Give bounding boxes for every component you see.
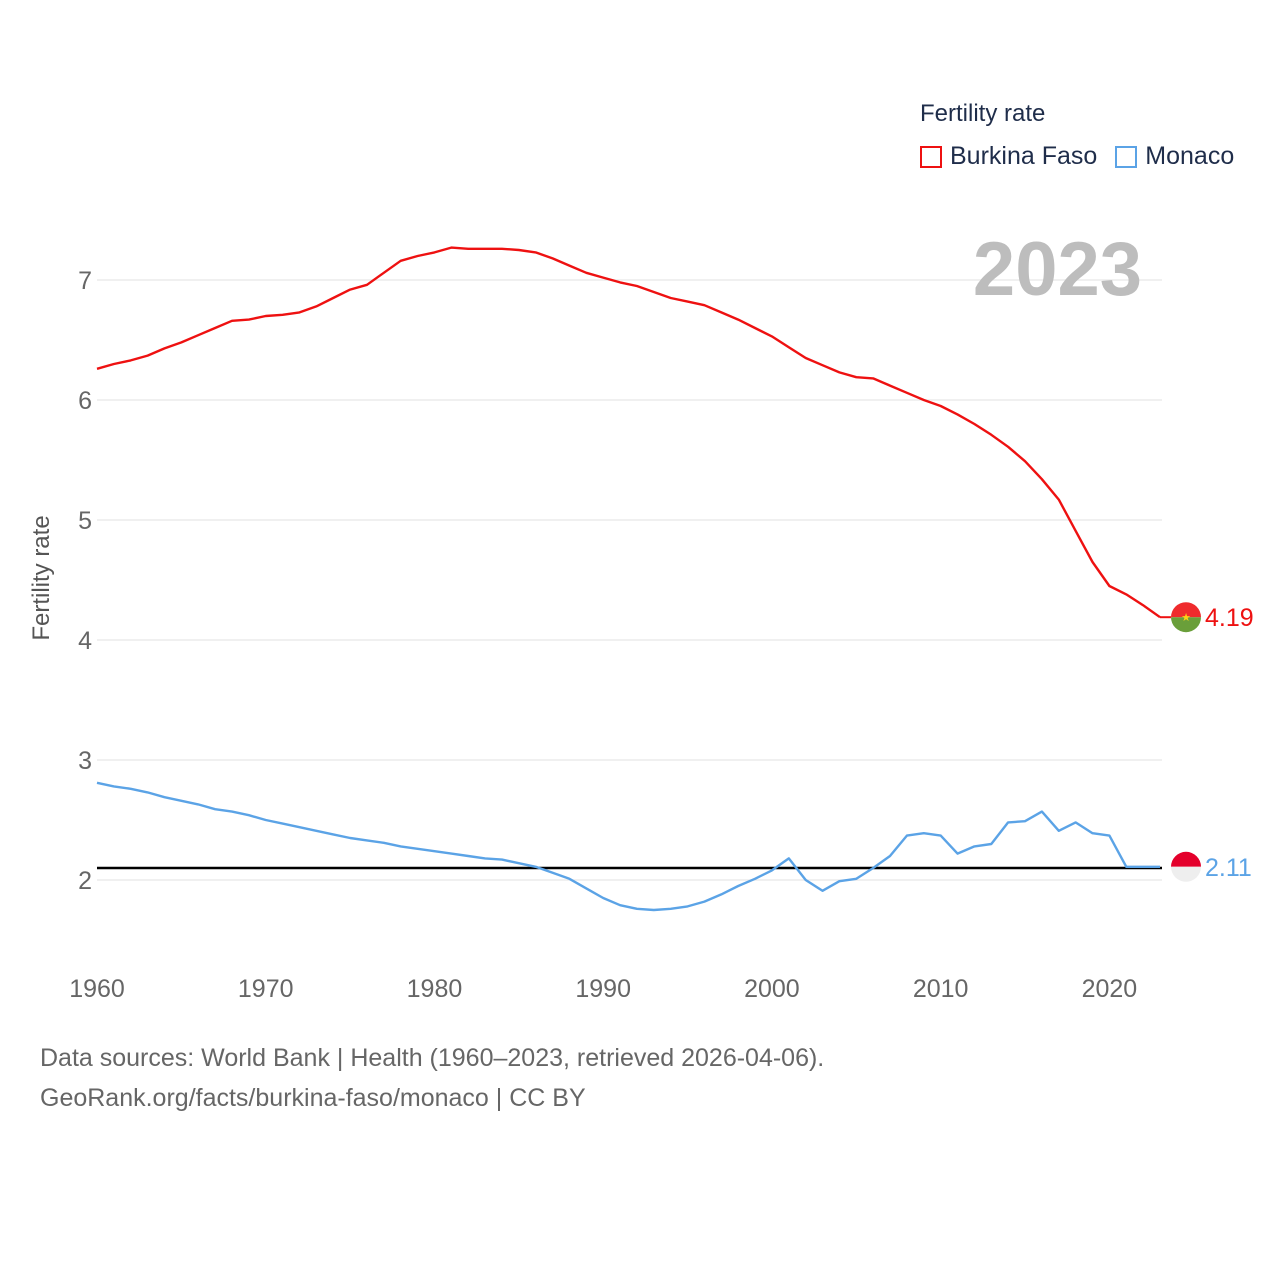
footer-sources: Data sources: World Bank | Health (1960–… (40, 1044, 825, 1072)
y-tick-label: 7 (78, 267, 92, 295)
x-tick-labels: 1960 1970 1980 1990 2000 2010 2020 (69, 975, 1137, 1003)
y-tick-labels: 2 3 4 5 6 7 (78, 267, 92, 895)
end-label-monaco: 2.11 (1205, 854, 1252, 882)
legend-label-monaco: Monaco (1145, 142, 1235, 170)
x-tick-label: 2000 (744, 975, 800, 1003)
y-tick-label: 3 (78, 747, 92, 775)
monaco-flag-icon (1171, 851, 1201, 882)
x-tick-label: 2020 (1082, 975, 1138, 1003)
y-tick-label: 2 (78, 867, 92, 895)
series-lines (96, 246, 1162, 912)
year-label: 2023 (972, 227, 1142, 312)
legend: Burkina Faso Monaco (920, 142, 1252, 171)
legend-swatch-burkina-faso (920, 145, 942, 168)
legend-label-burkina-faso: Burkina Faso (950, 142, 1098, 170)
footer-link[interactable]: GeoRank.org/facts/burkina-faso/monaco | … (40, 1084, 586, 1112)
series-line-monaco (96, 781, 1160, 912)
end-markers: ★ 4.19 2.11 (1160, 602, 1254, 882)
legend-item-monaco[interactable]: Monaco (1115, 142, 1234, 171)
x-tick-label: 1980 (407, 975, 463, 1003)
y-axis-title: Fertility rate (28, 515, 55, 641)
x-tick-label: 1990 (575, 975, 631, 1003)
y-tick-label: 6 (78, 387, 92, 415)
svg-text:★: ★ (1181, 612, 1191, 624)
y-tick-label: 5 (78, 507, 92, 535)
x-tick-label: 2010 (913, 975, 969, 1003)
gridlines (97, 279, 1162, 881)
legend-title: Fertility rate (920, 100, 1046, 127)
series-line-burkina-faso (96, 246, 1161, 619)
legend-swatch-monaco (1115, 145, 1138, 168)
x-tick-label: 1970 (238, 975, 294, 1003)
y-tick-label: 4 (78, 627, 92, 655)
x-tick-label: 1960 (69, 975, 125, 1003)
burkina-faso-flag-icon: ★ (1160, 602, 1201, 633)
legend-item-burkina-faso[interactable]: Burkina Faso (920, 142, 1097, 171)
end-label-burkina-faso: 4.19 (1205, 604, 1254, 632)
